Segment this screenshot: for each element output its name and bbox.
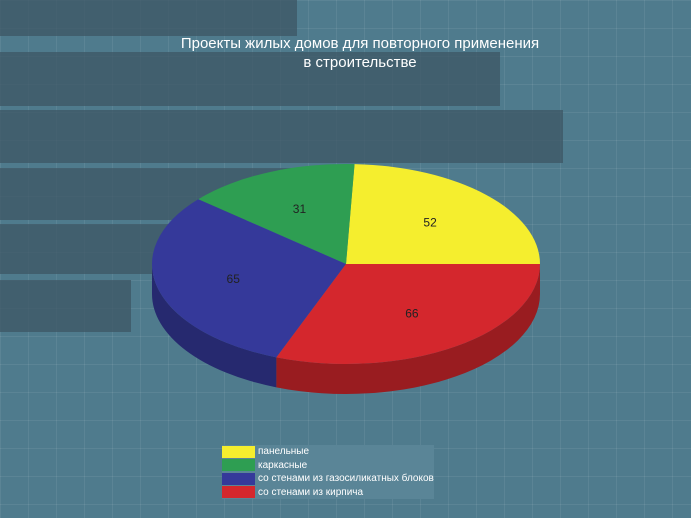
pie-slice bbox=[198, 164, 355, 264]
background-band bbox=[0, 52, 500, 106]
pie-slice bbox=[152, 199, 346, 358]
legend-swatch bbox=[222, 459, 255, 472]
pie-value-label: 65 bbox=[227, 272, 241, 286]
chart-title-line-2: в строительстве bbox=[303, 54, 417, 71]
legend-item: панельные bbox=[222, 445, 434, 459]
legend-swatch bbox=[222, 472, 255, 485]
chart-legend: панельные каркасные со стенами из газоси… bbox=[222, 445, 434, 499]
pie-slice-side bbox=[276, 264, 540, 394]
legend-label: со стенами из газосиликатных блоков bbox=[258, 473, 434, 485]
background-band bbox=[0, 110, 563, 163]
chart-title: Проекты жилых домов для повторного приме… bbox=[100, 34, 620, 72]
chart-title-line-1: Проекты жилых домов для повторного приме… bbox=[180, 35, 540, 52]
legend-item: каркасные bbox=[222, 459, 434, 473]
legend-item: со стенами из газосиликатных блоков bbox=[222, 472, 434, 486]
pie-slice bbox=[346, 164, 540, 264]
pie-value-label: 66 bbox=[405, 306, 419, 320]
background-band bbox=[0, 0, 297, 36]
legend-label: каркасные bbox=[258, 459, 308, 471]
legend-swatch bbox=[222, 445, 255, 458]
legend-swatch bbox=[222, 486, 255, 499]
pie-slice-side bbox=[152, 264, 277, 388]
pie-value-label: 52 bbox=[423, 216, 437, 230]
legend-label: панельные bbox=[258, 446, 310, 458]
pie-slice bbox=[276, 264, 540, 364]
background-band bbox=[0, 280, 131, 332]
legend-item: со стенами из кирпича bbox=[222, 486, 434, 500]
pie-value-label: 31 bbox=[293, 202, 307, 216]
legend-label: со стенами из кирпича bbox=[258, 486, 364, 498]
